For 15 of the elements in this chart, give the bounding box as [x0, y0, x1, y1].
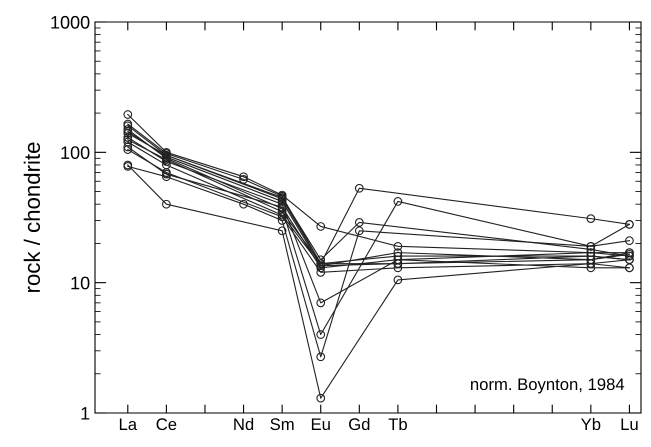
y-tick-label: 1000: [51, 16, 90, 29]
y-axis-title: rock / chondrite: [24, 142, 40, 292]
x-tick-label: La: [120, 418, 138, 430]
x-tick-label: Tb: [388, 418, 407, 430]
x-tick-label: Yb: [581, 418, 600, 430]
x-tick-label: Sm: [270, 418, 294, 430]
x-tick-label: Lu: [622, 418, 638, 430]
x-tick-label: Nd: [234, 418, 254, 430]
x-tick-label: Ce: [156, 418, 176, 430]
x-tick-label: Gd: [349, 418, 370, 430]
y-tick-label: 10: [71, 276, 90, 290]
y-tick-label: 1: [81, 407, 90, 420]
annotation: norm. Boynton, 1984: [471, 378, 624, 394]
x-tick-label: Eu: [312, 418, 330, 430]
y-tick-label: 100: [61, 146, 90, 160]
